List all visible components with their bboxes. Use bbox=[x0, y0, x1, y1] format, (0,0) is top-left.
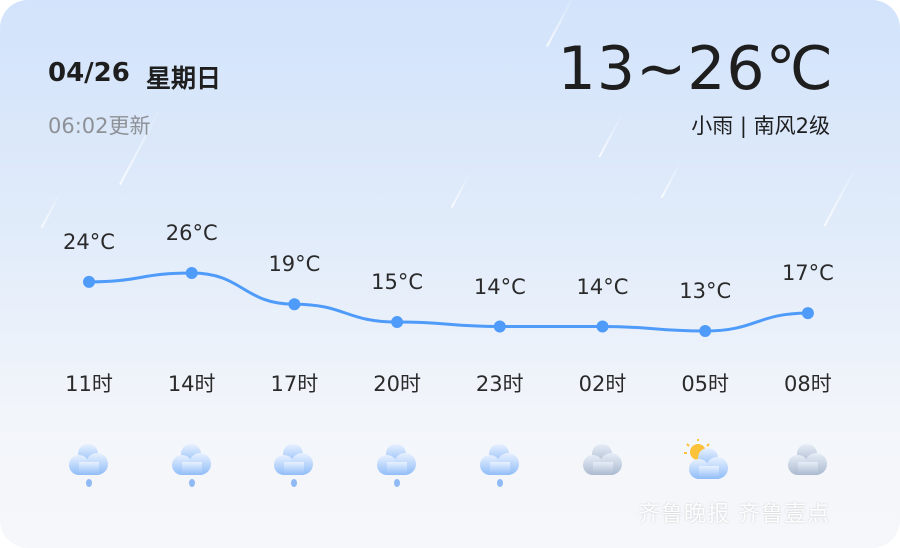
temperature-point bbox=[699, 324, 712, 337]
watermark: 齐鲁晚报 齐鲁壹点 bbox=[638, 502, 830, 527]
light-rain-icon bbox=[269, 438, 319, 488]
hour-label: 20时 bbox=[373, 372, 421, 396]
weekday: 星期日 bbox=[146, 64, 222, 93]
temperature-point bbox=[391, 316, 404, 329]
temperature-label: 24°C bbox=[63, 229, 115, 254]
temperature-point bbox=[493, 320, 506, 333]
hour-label: 11时 bbox=[65, 372, 113, 396]
light-rain-icon bbox=[475, 438, 525, 488]
date: 04/26 bbox=[48, 58, 130, 88]
hour-label: 23时 bbox=[475, 372, 524, 396]
temperature-label: 15°C bbox=[371, 270, 424, 295]
temperature-label: 14°C bbox=[576, 274, 629, 299]
hour-label: 17时 bbox=[270, 372, 319, 396]
temperature-point bbox=[83, 275, 95, 288]
temperature-label: 19°C bbox=[268, 252, 321, 277]
hour-label: 05时 bbox=[681, 372, 730, 396]
light-rain-icon bbox=[64, 438, 114, 488]
light-rain-icon bbox=[167, 438, 217, 488]
temperature-point bbox=[288, 298, 301, 311]
hour-label: 08时 bbox=[784, 372, 832, 396]
temperature-label: 13°C bbox=[679, 278, 732, 303]
hour-label: 02时 bbox=[578, 372, 627, 396]
temperature-label: 26°C bbox=[165, 221, 218, 245]
cloudy-icon bbox=[783, 438, 833, 488]
temperature-point bbox=[185, 267, 198, 279]
update-time: 06:02更新 bbox=[48, 114, 151, 138]
weather-condition: 小雨 | 南风2级 bbox=[691, 114, 830, 138]
temperature-range: 13~26℃ bbox=[557, 34, 834, 104]
temperature-point bbox=[801, 307, 814, 320]
cloudy-icon bbox=[578, 438, 628, 488]
hour-label: 14时 bbox=[167, 372, 216, 396]
temperature-line bbox=[88, 271, 808, 333]
partly-cloudy-icon bbox=[680, 438, 730, 488]
light-rain-icon bbox=[372, 438, 422, 488]
temperature-label: 17°C bbox=[781, 261, 834, 286]
temperature-label: 14°C bbox=[473, 274, 526, 299]
temperature-point bbox=[596, 320, 609, 333]
